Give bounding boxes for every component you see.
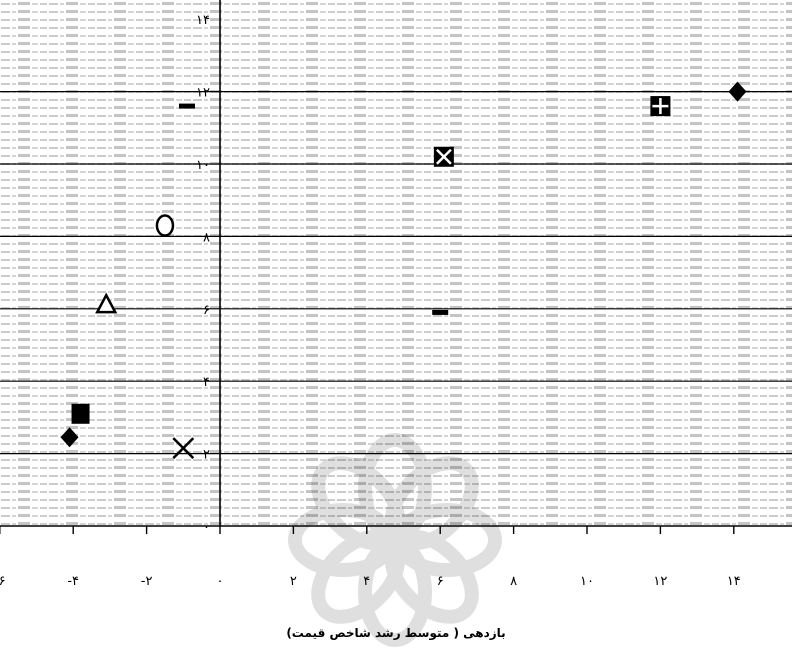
square-x-line2 (435, 148, 452, 165)
x-tick-label: -۶ (0, 574, 6, 589)
axes (0, 0, 792, 534)
watermark-petal (384, 456, 479, 551)
x-tick-label: ۱۲ (653, 574, 667, 589)
y-tick-label: ۱۴ (196, 13, 210, 28)
x-marker-line2 (172, 437, 195, 460)
y-tick-label: ۰ (203, 520, 210, 535)
dash-marker (178, 103, 195, 109)
square-x-marker (433, 146, 454, 167)
y-tick-label: ۱۰ (196, 158, 210, 173)
diamond-marker (60, 427, 79, 448)
square-plus-marker (650, 96, 671, 117)
watermark-petal (288, 503, 398, 577)
x-tick-label: ۲ (290, 574, 297, 589)
x-tick-label: ۸ (510, 574, 517, 589)
x-tick-label: ۱۰ (580, 574, 594, 589)
data-points (60, 81, 747, 460)
y-tick-label: ۸ (203, 230, 210, 245)
watermark-petal (392, 503, 502, 577)
y-tick-label: ۱۲ (196, 86, 210, 101)
x-tick-label: ۱۴ (727, 574, 741, 589)
x-tick-labels: -۶-۴-۲۰۲۴۶۸۱۰۱۲۱۴۱۶ (0, 574, 741, 589)
watermark-petal (384, 529, 479, 624)
x-tick-label: ۶ (437, 574, 444, 589)
x-marker (172, 437, 195, 460)
x-tick-label: -۲ (141, 574, 153, 589)
x-tick-label: ۴ (363, 574, 370, 589)
x-tick-label: ۰ (217, 574, 224, 589)
triangle-marker (95, 292, 118, 314)
y-tick-label: ۴ (203, 375, 210, 390)
watermark-petal (311, 529, 406, 624)
watermark-petal (311, 456, 406, 551)
watermark-petal (358, 537, 432, 647)
y-tick-labels: ۰ ۲ ۴ ۶ ۸ ۱۰ ۱۲ ۱۴ (196, 13, 210, 535)
text-background (0, 0, 792, 530)
dash-marker (432, 309, 449, 315)
y-tick-label: ۶ (203, 303, 210, 318)
circle-marker (155, 214, 175, 237)
grid-lines (0, 90, 792, 455)
watermark-petal (358, 433, 432, 543)
square-marker (71, 403, 90, 424)
y-tick-label: ۲ (203, 448, 210, 463)
diamond-marker (728, 81, 747, 102)
watermark-emblem (288, 433, 502, 647)
x-axis-label: بازدهی ( متوسط رشد شاخص قیمت) (286, 626, 505, 641)
x-tick-label: -۴ (67, 574, 79, 589)
